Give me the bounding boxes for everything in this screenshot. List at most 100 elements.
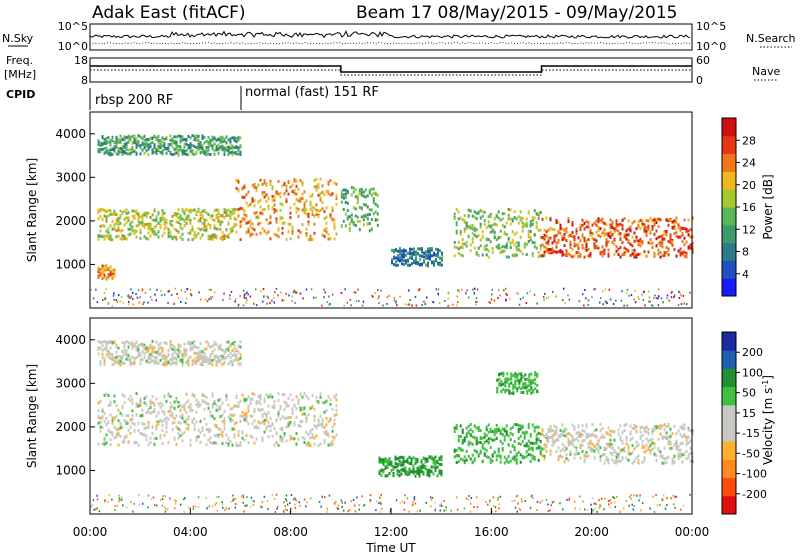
power-cell (273, 203, 276, 207)
velocity-cell (687, 441, 690, 445)
power-cell (255, 215, 258, 219)
power-cell (315, 212, 318, 216)
velocity-cell (251, 499, 253, 502)
power-cell (113, 226, 116, 230)
velocity-cell (527, 448, 530, 451)
power-cell (317, 209, 320, 213)
power-cell (329, 193, 332, 197)
velocity-cell (183, 403, 186, 407)
power-cell (388, 294, 390, 297)
power-cell (561, 299, 564, 301)
power-cell (217, 208, 220, 212)
velocity-cell (467, 440, 470, 444)
power-cell (529, 290, 531, 293)
velocity-cell (563, 429, 566, 433)
power-cell (157, 230, 160, 234)
velocity-cell (567, 437, 570, 441)
velocity-cell (135, 404, 138, 408)
velocity-cell (551, 440, 554, 444)
velocity-cell (215, 434, 218, 438)
velocity-cell (125, 434, 128, 438)
velocity-cell (665, 456, 668, 460)
velocity-cell (269, 417, 272, 421)
power-cell (197, 219, 200, 223)
velocity-cell (205, 401, 208, 405)
power-cell (139, 144, 142, 148)
velocity-cell (434, 469, 437, 473)
power-cell (189, 149, 192, 153)
velocity-cell (135, 348, 138, 352)
velocity-cell (418, 471, 421, 475)
velocity-cell (165, 355, 168, 359)
power-cell (456, 295, 459, 298)
power-cell (99, 215, 102, 218)
power-cell (575, 232, 578, 236)
velocity-cell (169, 340, 172, 343)
velocity-cell (169, 413, 172, 417)
velocity-cell (426, 473, 429, 477)
power-cell (679, 235, 682, 239)
velocity-cell (603, 461, 606, 465)
power-cell (551, 241, 554, 245)
velocity-cell (289, 420, 292, 424)
power-cell (685, 251, 688, 255)
velocity-cell (591, 442, 594, 446)
power-cell (419, 263, 421, 267)
velocity-cell (534, 371, 537, 375)
velocity-cell (529, 446, 532, 450)
power-cell (195, 146, 198, 149)
power-cell (319, 192, 322, 196)
velocity-cell (633, 447, 636, 451)
power-cell (597, 225, 600, 229)
power-cell (231, 136, 234, 140)
velocity-cell (587, 442, 590, 445)
power-cell (368, 222, 371, 225)
velocity-cell (516, 379, 519, 383)
velocity-cell (159, 352, 162, 356)
power-cell (629, 229, 632, 233)
power-cell (666, 297, 668, 300)
power-cell (137, 218, 140, 221)
velocity-cell (457, 434, 460, 438)
velocity-cell (295, 432, 298, 436)
power-cell (604, 288, 607, 291)
velocity-cell (358, 508, 360, 511)
velocity-cell (149, 399, 152, 403)
power-cell (160, 289, 162, 292)
power-cell (408, 303, 411, 306)
velocity-cell (453, 455, 456, 459)
power-cell (353, 291, 355, 294)
velocity-cell (139, 352, 142, 356)
velocity-cell (623, 446, 626, 450)
velocity-cell (519, 460, 522, 464)
power-cell (673, 294, 676, 297)
power-cell (141, 289, 144, 292)
power-cell (589, 233, 592, 237)
power-cell (131, 150, 134, 154)
velocity-cell (235, 348, 238, 352)
power-cell (569, 241, 572, 244)
power-cell (287, 192, 290, 196)
velocity-cell (207, 429, 210, 433)
power-cell (429, 257, 431, 261)
power-cell (637, 252, 640, 256)
power-cell (625, 229, 628, 233)
velocity-cell (412, 470, 415, 474)
velocity-cell (257, 400, 260, 404)
power-cell (107, 273, 110, 277)
velocity-cell (321, 422, 324, 426)
power-cell (527, 235, 530, 239)
velocity-cell (169, 362, 172, 366)
velocity-cell (307, 443, 310, 447)
power-cell (303, 190, 306, 194)
power-cell (637, 220, 640, 224)
power-cell (680, 303, 683, 305)
power-cell (477, 210, 480, 214)
power-cell (653, 251, 656, 255)
power-cell (647, 227, 650, 231)
velocity-cell (459, 448, 462, 452)
power-cell (563, 253, 566, 256)
power-plot-frame (89, 111, 693, 309)
velocity-cell (313, 442, 316, 446)
power-cell (641, 219, 644, 223)
